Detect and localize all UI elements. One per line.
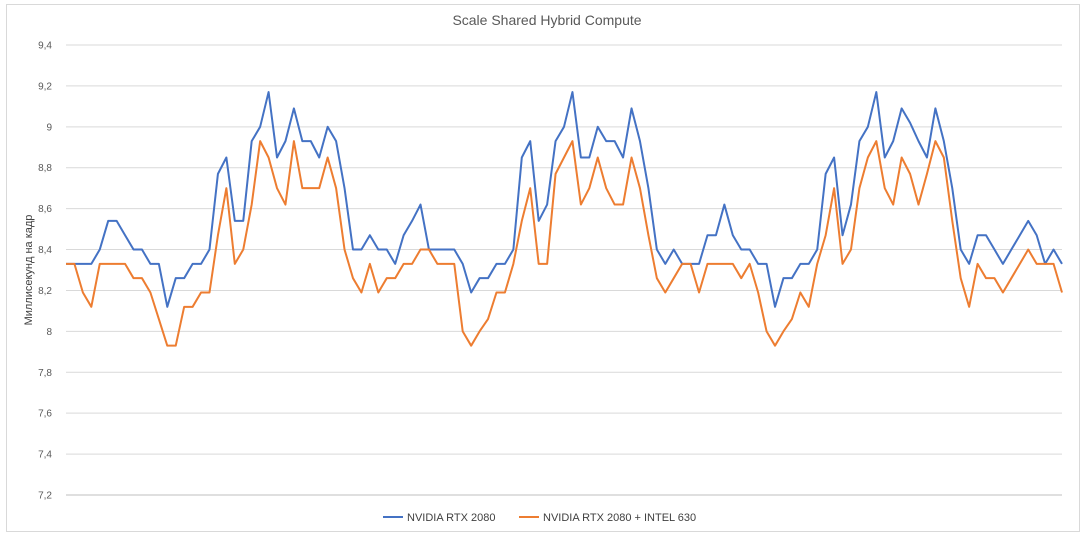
y-axis-ticks: 7,2 7,4 7,6 7,8 8 8,2 8,4 8,6 8,8 9 9,2 9,4: [38, 41, 52, 502]
y-tick-label: 8,2: [38, 286, 52, 297]
y-tick-label: 7,6: [38, 409, 52, 420]
chart-title: Scale Shared Hybrid Compute: [452, 12, 641, 28]
series-lines: [66, 91, 1063, 347]
y-tick-label: 8,4: [38, 245, 52, 256]
legend-label-2: NVIDIA RTX 2080 + INTEL 630: [543, 512, 696, 524]
y-axis-label: Миллисекунд на кадр: [23, 215, 35, 326]
y-tick-label: 9: [46, 122, 52, 133]
y-tick-label: 9,4: [38, 41, 52, 52]
y-tick-label: 8,8: [38, 163, 52, 174]
y-tick-label: 9,2: [38, 81, 52, 92]
y-tick-label: 7,8: [38, 368, 52, 379]
chart-area: [6, 4, 1080, 532]
y-tick-label: 8,6: [38, 204, 52, 215]
gridlines: [66, 44, 1062, 496]
y-tick-label: 7,2: [38, 491, 52, 502]
legend-label-1: NVIDIA RTX 2080: [407, 512, 495, 524]
y-tick-label: 7,4: [38, 450, 52, 461]
y-tick-label: 8: [46, 327, 52, 338]
legend: NVIDIA RTX 2080 NVIDIA RTX 2080 + INTEL 6…: [383, 512, 696, 524]
series-line-1: [66, 91, 1063, 308]
series-line-2: [66, 140, 1063, 347]
